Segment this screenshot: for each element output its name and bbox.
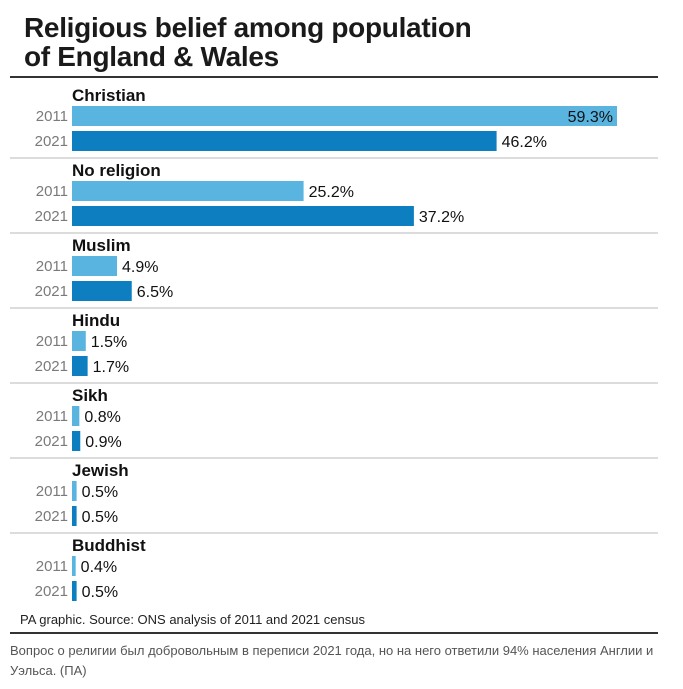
category-label-christian: Christian — [72, 86, 146, 105]
bar-no-religion-2011 — [72, 181, 304, 201]
value-label-muslim-2011: 4.9% — [122, 259, 158, 276]
value-label-hindu-2021: 1.7% — [93, 359, 129, 376]
bar-sikh-2021 — [72, 431, 81, 451]
value-label-muslim-2021: 6.5% — [137, 284, 173, 301]
year-label-2021: 2021 — [35, 358, 68, 375]
value-label-sikh-2011: 0.8% — [84, 409, 120, 426]
bar-buddhist-2011 — [72, 556, 76, 576]
year-label-2021: 2021 — [35, 508, 68, 525]
value-label-hindu-2011: 1.5% — [91, 334, 127, 351]
chart-title-line-2: of England & Wales — [24, 41, 279, 72]
value-label-jewish-2011: 0.5% — [82, 484, 118, 501]
value-label-buddhist-2011: 0.4% — [81, 559, 117, 576]
bar-sikh-2011 — [72, 406, 80, 426]
footer-divider — [10, 632, 658, 634]
bar-buddhist-2021 — [72, 581, 77, 601]
year-label-2011: 2011 — [36, 408, 68, 425]
value-label-no-religion-2011: 25.2% — [309, 184, 354, 201]
bar-muslim-2011 — [72, 256, 118, 276]
year-label-2021: 2021 — [35, 583, 68, 600]
category-label-jewish: Jewish — [72, 461, 129, 480]
year-label-2021: 2021 — [35, 283, 68, 300]
bar-christian-2011 — [72, 106, 617, 126]
chart-graphic: Religious belief among population of Eng… — [10, 0, 658, 634]
bar-jewish-2021 — [72, 506, 77, 526]
value-label-no-religion-2021: 37.2% — [419, 209, 464, 226]
value-label-christian-2021: 46.2% — [502, 134, 547, 151]
category-label-muslim: Muslim — [72, 236, 131, 255]
year-label-2021: 2021 — [35, 433, 68, 450]
bar-hindu-2021 — [72, 356, 88, 376]
title-divider — [10, 76, 658, 78]
year-label-2021: 2021 — [35, 133, 68, 150]
bar-no-religion-2021 — [72, 206, 414, 226]
year-label-2011: 2011 — [36, 108, 68, 125]
photo-caption: Вопрос о религии был добровольным в пере… — [10, 643, 654, 678]
year-label-2011: 2011 — [36, 333, 68, 350]
year-label-2021: 2021 — [35, 208, 68, 225]
value-label-jewish-2021: 0.5% — [82, 509, 118, 526]
value-label-sikh-2021: 0.9% — [85, 434, 121, 451]
value-label-christian-2011: 59.3% — [568, 109, 613, 126]
year-label-2011: 2011 — [36, 183, 68, 200]
bar-jewish-2011 — [72, 481, 77, 501]
year-label-2011: 2011 — [36, 258, 68, 275]
value-label-buddhist-2021: 0.5% — [82, 584, 118, 601]
category-label-sikh: Sikh — [72, 386, 108, 405]
category-label-hindu: Hindu — [72, 311, 120, 330]
category-label-buddhist: Buddhist — [72, 536, 146, 555]
source-note: PA graphic. Source: ONS analysis of 2011… — [20, 612, 365, 627]
bar-muslim-2021 — [72, 281, 132, 301]
bar-hindu-2011 — [72, 331, 86, 351]
year-label-2011: 2011 — [36, 483, 68, 500]
year-label-2011: 2011 — [36, 558, 68, 575]
bar-christian-2021 — [72, 131, 497, 151]
chart-title-line-1: Religious belief among population — [24, 12, 472, 43]
category-label-no-religion: No religion — [72, 161, 161, 180]
